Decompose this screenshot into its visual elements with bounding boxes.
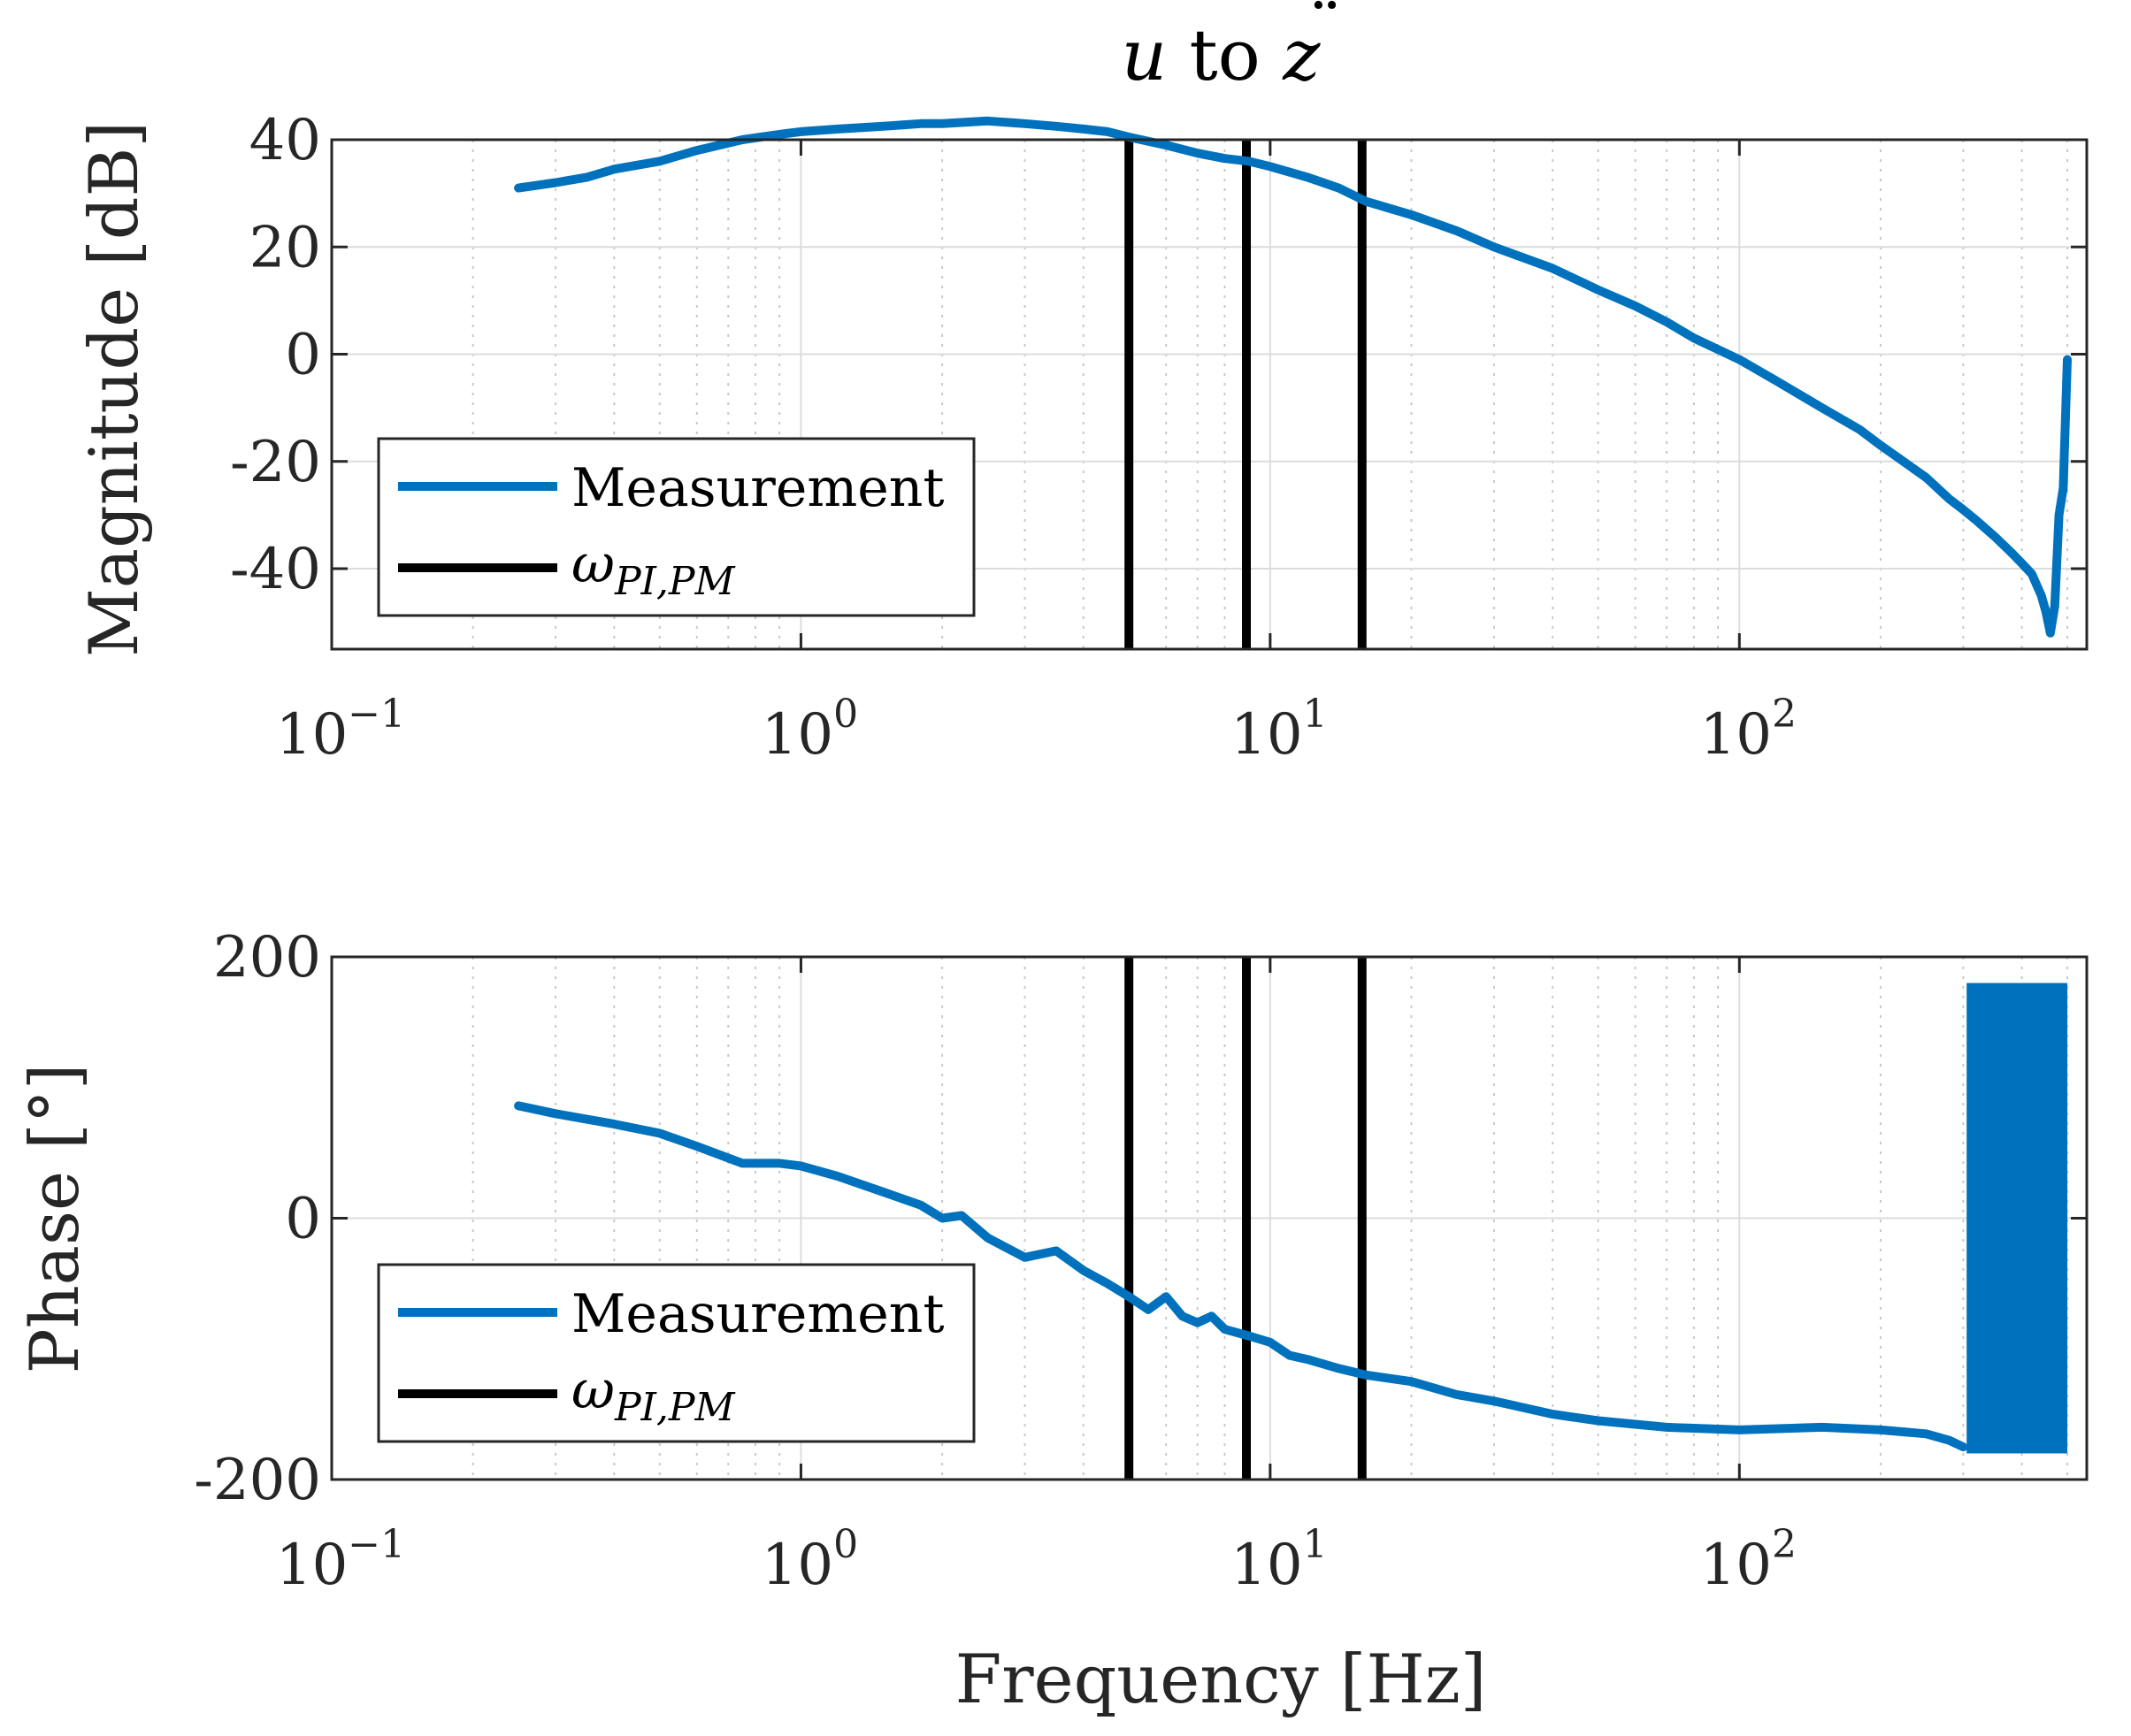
x-tick-base: 10 [276, 702, 348, 768]
x-tick-exponent: 1 [1303, 692, 1328, 737]
y-tick-label: -20 [230, 430, 321, 495]
legend-omega-sub: PI,PM [614, 559, 736, 604]
phase-x-label: Frequency [Hz] [955, 1640, 1487, 1718]
phase-noise-band [1966, 983, 2068, 1454]
y-tick-label: -200 [194, 1448, 321, 1513]
x-tick-base: 10 [762, 1533, 833, 1598]
phase-legend: Measurement ωPI,PM [377, 1263, 976, 1443]
x-tick-label: 102 [1700, 1522, 1797, 1598]
y-tick-label: 200 [213, 925, 321, 990]
x-tick-exponent: 0 [833, 692, 858, 737]
title-to: to [1167, 14, 1283, 96]
magnitude-x-ticks: 10−1 100 101 102 [276, 140, 1797, 768]
y-tick-label: 40 [249, 108, 321, 173]
magnitude-y-ticks: 40 20 0 -20 -40 [230, 108, 2087, 602]
x-tick-label: 10−1 [276, 1522, 405, 1598]
legend-omega-sub: PI,PM [614, 1385, 736, 1430]
x-tick-label: 101 [1230, 1522, 1327, 1598]
y-tick-label: -40 [230, 537, 321, 602]
x-tick-exponent: 0 [833, 1522, 858, 1567]
legend-omega: ω [571, 1359, 615, 1421]
x-tick-exponent: 2 [1772, 692, 1797, 737]
x-tick-base: 10 [1700, 702, 1772, 768]
phase-legend-marker-label: ωPI,PM [571, 1359, 736, 1430]
x-tick-exponent: 1 [1303, 1522, 1328, 1567]
phase-y-label: Phase [°] [15, 1064, 94, 1374]
y-tick-label: 0 [285, 323, 321, 388]
x-tick-base: 10 [1230, 702, 1302, 768]
x-tick-label: 10−1 [276, 692, 405, 768]
x-tick-label: 102 [1700, 692, 1797, 768]
magnitude-legend: Measurement ωPI,PM [377, 437, 976, 617]
x-tick-base: 10 [1230, 1533, 1302, 1598]
phase-x-ticks: 10−1 100 101 102 [276, 957, 1797, 1598]
x-tick-base: 10 [276, 1533, 348, 1598]
title-z: z [1282, 14, 1321, 96]
phase-legend-measurement-label: Measurement [571, 1283, 945, 1345]
phase-y-ticks: 200 0 -200 [194, 925, 2087, 1513]
x-tick-base: 10 [762, 702, 833, 768]
x-tick-label: 100 [762, 692, 858, 768]
magnitude-measurement-line [514, 116, 2072, 638]
phase-markers [1124, 957, 1367, 1480]
figure-title: u to z [1122, 14, 1322, 96]
title-z-accent: ¨ [1307, 0, 1343, 72]
magnitude-legend-box [377, 437, 976, 617]
x-tick-exponent: 2 [1772, 1522, 1797, 1567]
magnitude-markers [1124, 140, 1367, 649]
magnitude-y-label: Magnitude [dB] [74, 121, 153, 657]
x-tick-label: 100 [762, 1522, 858, 1598]
x-tick-base: 10 [1700, 1533, 1772, 1598]
y-tick-label: 20 [249, 215, 321, 280]
y-tick-label: 0 [285, 1187, 321, 1252]
legend-omega: ω [571, 533, 615, 595]
x-tick-exponent: −1 [348, 1522, 405, 1567]
x-tick-exponent: −1 [348, 692, 405, 737]
x-tick-label: 101 [1230, 692, 1327, 768]
phase-measurement-line [514, 1101, 1968, 1452]
title-u: u [1122, 14, 1168, 96]
magnitude-axes-frame [330, 138, 2089, 651]
magnitude-legend-marker-label: ωPI,PM [571, 533, 736, 604]
phase-legend-box [377, 1263, 976, 1443]
magnitude-legend-measurement-label: Measurement [571, 457, 945, 519]
